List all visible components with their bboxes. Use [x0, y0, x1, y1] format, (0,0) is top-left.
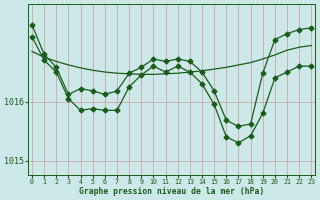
X-axis label: Graphe pression niveau de la mer (hPa): Graphe pression niveau de la mer (hPa)	[79, 187, 264, 196]
